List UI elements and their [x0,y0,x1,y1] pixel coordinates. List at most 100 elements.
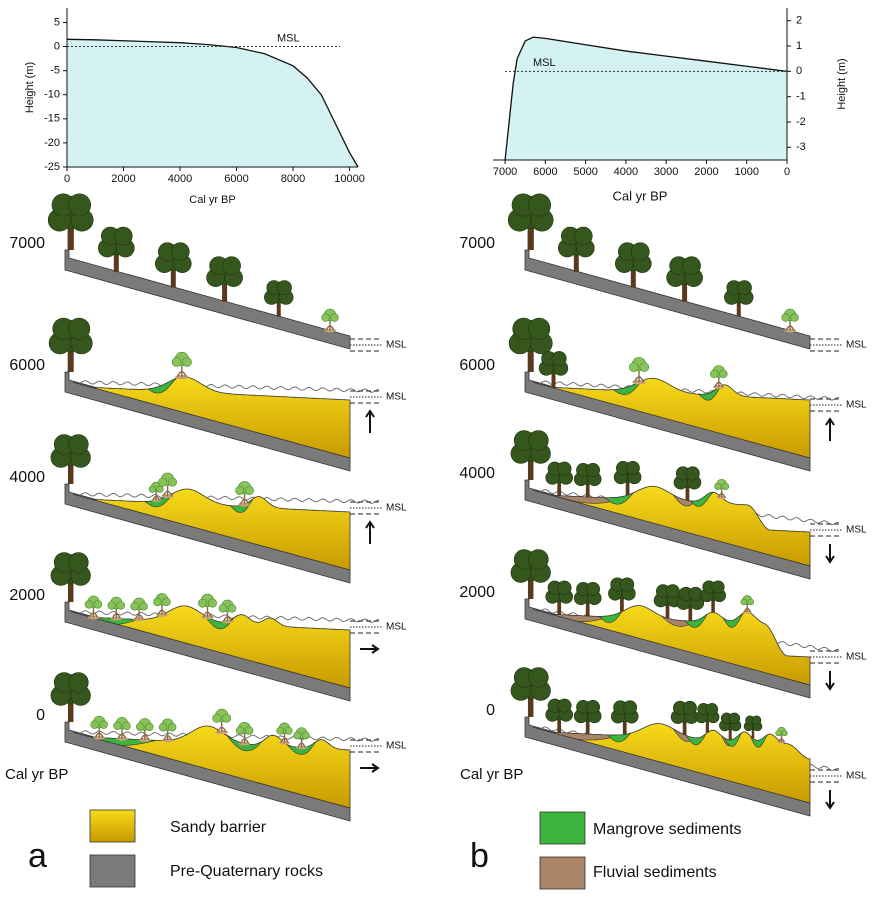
legend-swatch [89,854,136,888]
water-surface [74,380,380,393]
y-tick-label: 0 [796,65,802,77]
tree-trunk [222,279,228,302]
tree-trunk [688,604,693,621]
y-tick-label: 1 [796,40,802,52]
tree-trunk [527,692,534,717]
tree-trunk [705,718,710,733]
mangrove-crown [719,369,728,379]
tree-trunk [527,455,534,480]
mangrove-crown [162,597,171,607]
tree-crown [276,280,292,296]
msl-label: MSL [846,652,867,663]
rock-slab [64,249,351,350]
mangrove-crown [628,362,639,372]
tree-crown [688,586,703,601]
msl-label: MSL [386,392,407,403]
arrow [365,409,375,433]
msl-label: MSL [846,340,867,351]
tree-crown [705,703,719,716]
tree-crown [751,715,762,726]
tree-trunk [682,718,687,735]
mangrove-sediment [204,615,234,630]
mangrove-crown [747,598,755,606]
tree-crown [630,242,650,261]
mangrove-crown [244,485,254,495]
time-label: 4000 [459,465,495,482]
sandy-barrier [73,376,351,459]
x-tick-label: 4000 [168,173,192,185]
area-fill [505,37,787,161]
tree-crown [622,700,638,715]
tree-crown [585,463,601,478]
tree-crown [528,667,549,688]
mangrove-crown [301,731,310,740]
legend-label: Mangrove sediments [593,821,742,838]
x-tick-label: 2000 [111,173,135,185]
mangrove-crown [116,601,126,610]
tree-crown [528,549,549,570]
mangrove-sediment [722,613,744,628]
tree-crown [557,580,572,595]
tree-trunk [585,717,590,735]
tree-trunk [665,601,670,619]
time-label: 2000 [459,584,495,601]
water-surface [534,380,840,401]
mangrove-crown [293,731,302,740]
tree-trunk [573,250,579,273]
mangrove-crown [222,713,232,723]
mangrove-crown [84,600,94,609]
y-tick-label: 5 [54,16,60,28]
tree-trunk [682,279,688,302]
tree-trunk [736,298,741,317]
tree-crown [728,712,741,725]
x-tick-label: 5000 [573,166,597,178]
legend-label: Pre-Quaternary rocks [170,863,323,880]
tree-crown [222,256,241,275]
tree-crown [573,226,593,246]
mangrove-crown [158,477,168,487]
y-axis-title: Height (m) [24,62,36,113]
sandy-barrier [73,488,351,571]
arrow [825,544,835,564]
mangrove-crown [330,313,339,322]
time-axis-label: Cal yr BP [5,766,68,783]
msl-label: MSL [846,525,867,536]
mangrove-sediment [227,735,262,752]
tree-crown [551,351,567,367]
time-label: 7000 [9,235,45,252]
tree-crown [114,226,133,246]
mangrove-crown [207,598,217,608]
sea-level-curve [66,38,359,168]
legend-label: Sandy barrier [170,819,267,836]
mangrove-crown [781,313,790,322]
tree-trunk [711,596,715,613]
tree-trunk [170,265,176,288]
tree-crown [557,461,572,476]
tree-crown [68,434,89,455]
x-tick-label: 6000 [533,166,557,178]
mangrove-crown [139,602,148,611]
tree-crown [67,317,91,340]
msl-label: MSL [386,340,407,351]
y-tick-label: -3 [796,141,806,153]
mangrove-crown [740,598,748,606]
tree-crown [68,672,89,693]
mangrove-crown [721,482,730,490]
mangrove-crown [244,726,254,735]
mangrove-crown [284,726,293,735]
water-surface [74,492,380,504]
mangrove-crown [158,723,168,732]
msl-label: MSL [386,741,407,752]
tree-trunk [67,697,74,722]
mangrove-crown [276,726,285,735]
time-label: 0 [486,702,495,719]
x-tick-label: 4000 [614,166,638,178]
tree-trunk [557,479,562,496]
tree-crown [682,256,701,275]
arrow [365,520,375,544]
tree-trunk [67,459,74,484]
time-label: 6000 [459,357,495,374]
tree-trunk [527,345,534,372]
tree-crown [585,700,601,715]
